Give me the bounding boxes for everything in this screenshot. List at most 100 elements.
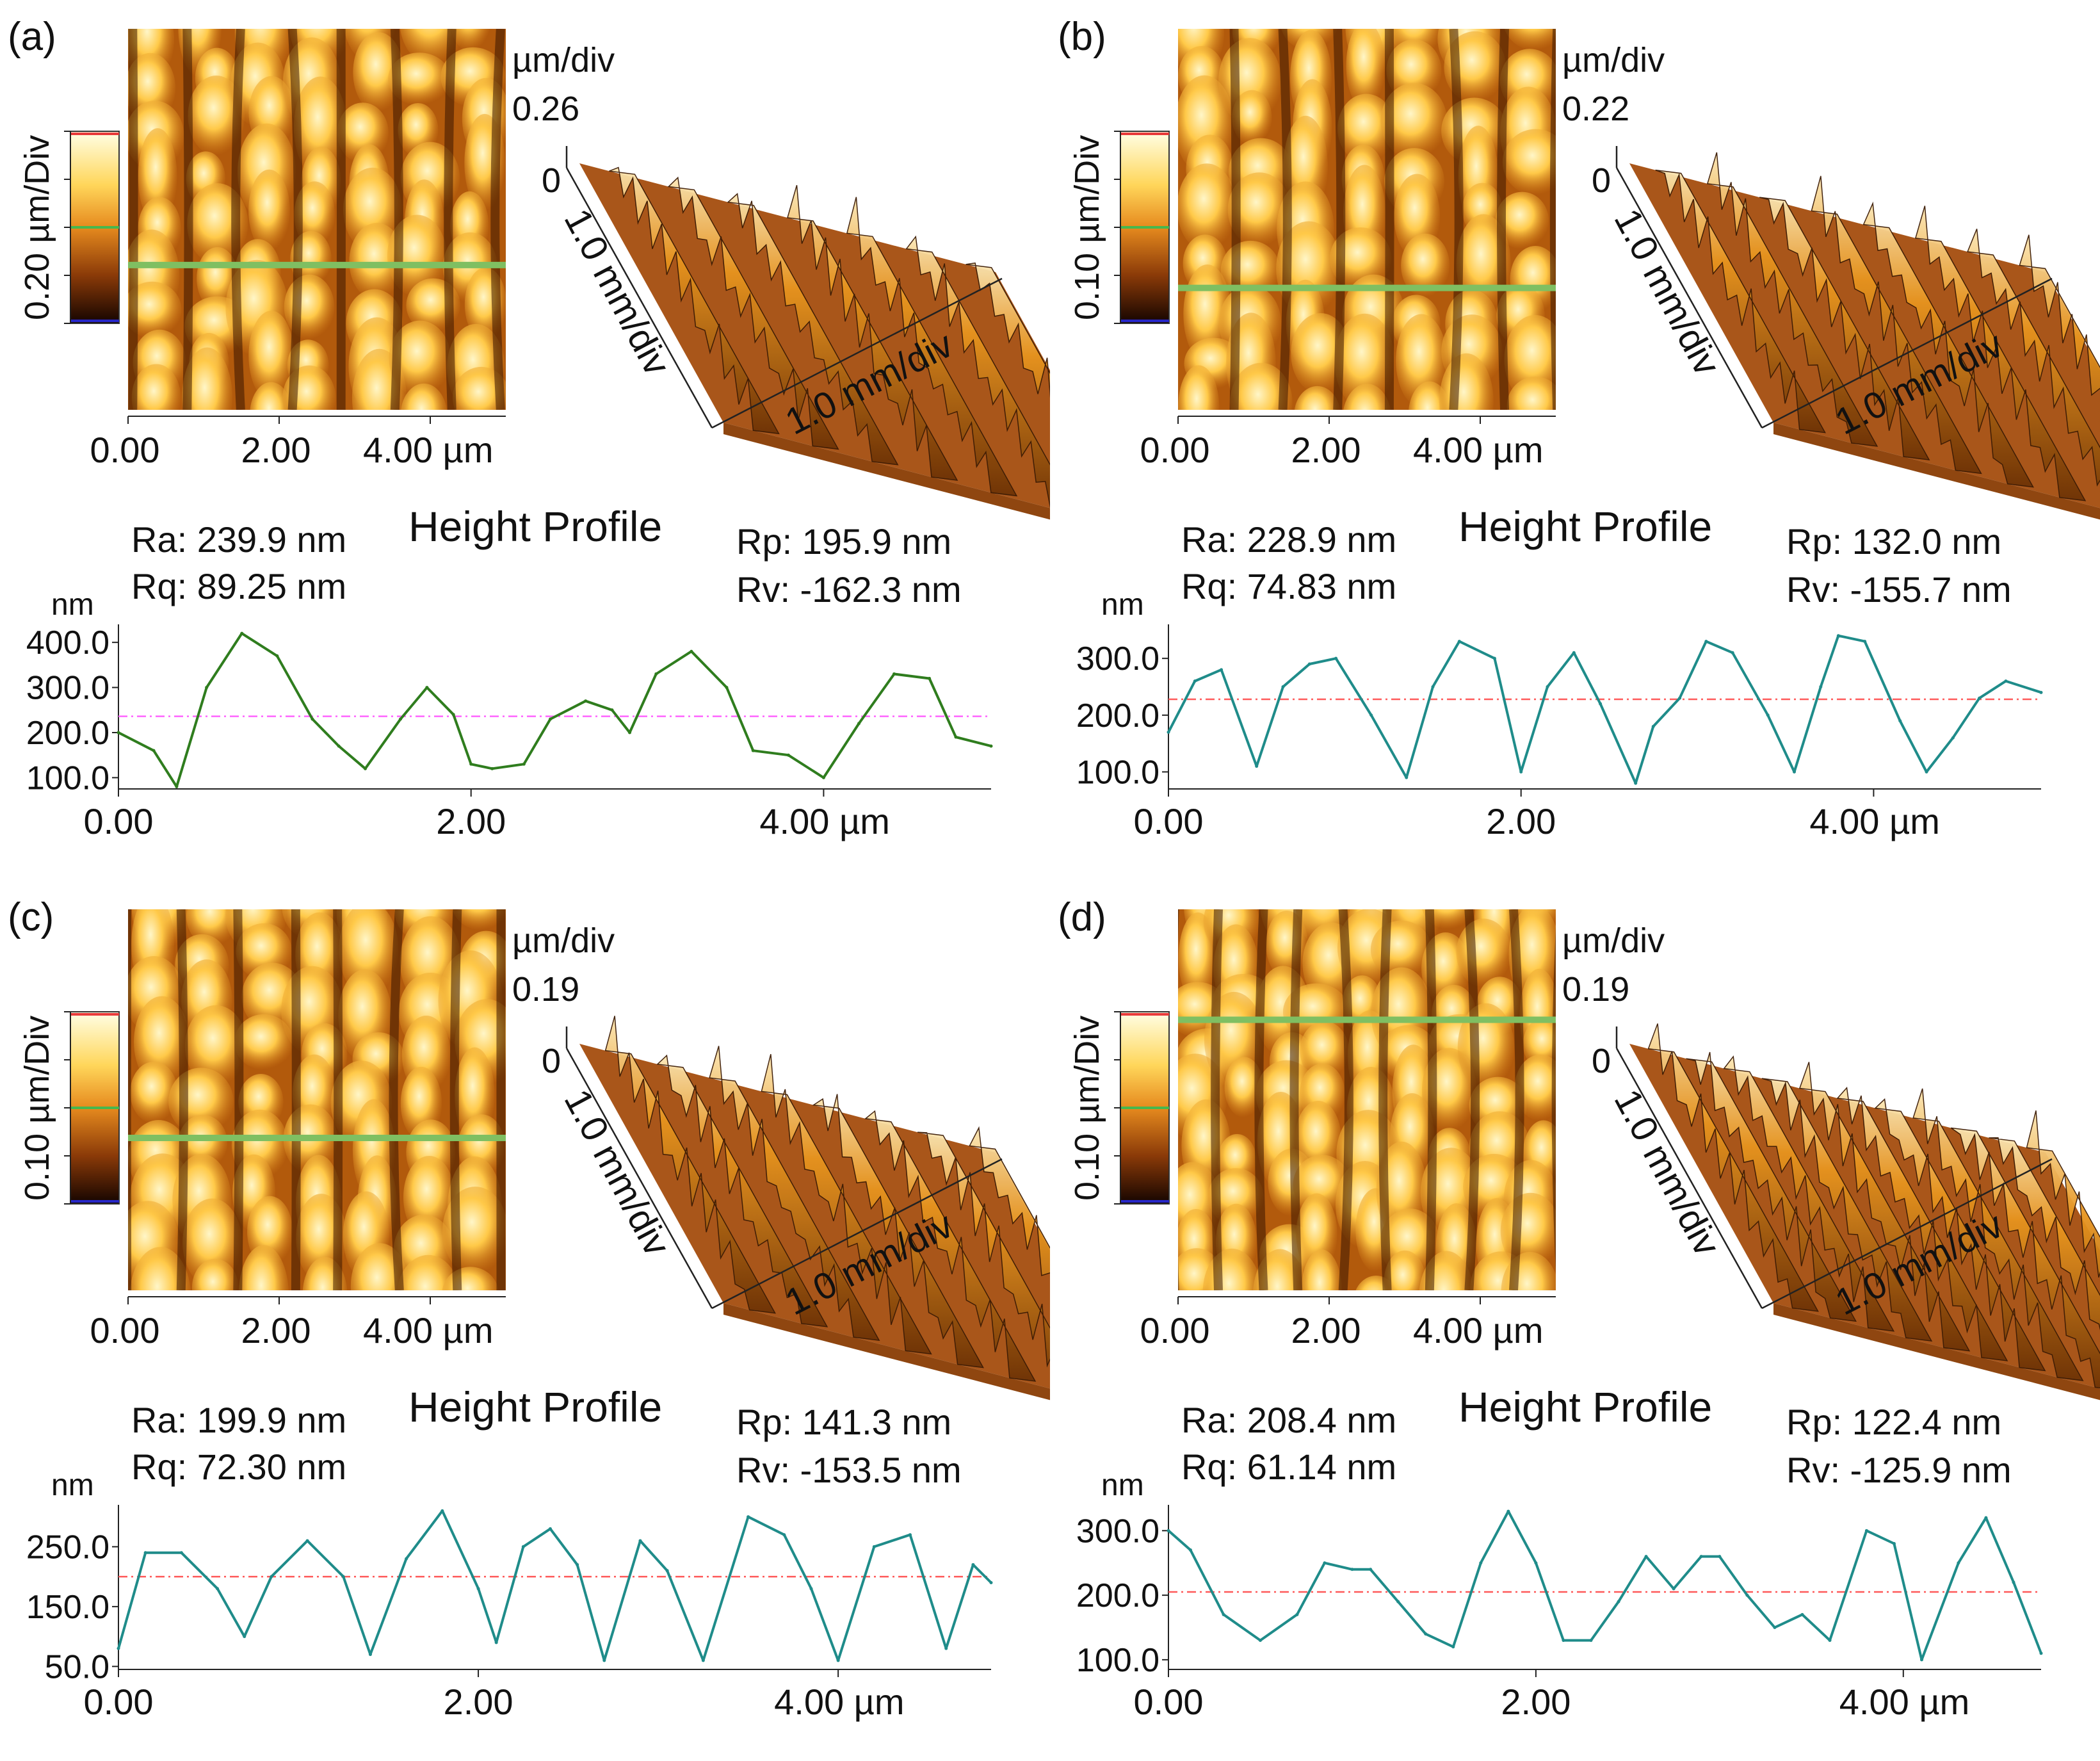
stat-rq: Rq: 61.14 nm (1181, 1447, 1396, 1487)
stat-rp: Rp: 141.3 nm (736, 1402, 951, 1442)
map-grain (238, 1245, 289, 1290)
profile-data-point (584, 699, 588, 703)
profile-data-point (1323, 1561, 1327, 1565)
surface-z-max: 0.19 (512, 970, 579, 1009)
profile-data-point (548, 1527, 552, 1530)
profile-data-point (1704, 640, 1708, 644)
profile-data-point (311, 717, 314, 721)
profile-data-point (1672, 1587, 1676, 1591)
profile-data-point (971, 1562, 975, 1566)
panel-label: (a) (8, 15, 56, 59)
stat-rv: Rv: -125.9 nm (1786, 1450, 2012, 1490)
profile-data-point (275, 654, 279, 658)
map-groove (490, 29, 505, 410)
map-x-tick-label: 0.00 (1140, 1310, 1210, 1351)
profile-data-point (175, 784, 179, 788)
surface-z-min: 0 (542, 161, 561, 200)
profile-x-tick-label: 4.00 µm (1839, 1682, 1969, 1722)
height-profile-chart: nm 250.0 150.0 50.00.00 2.00 4.00 µm (26, 1468, 993, 1722)
surface-z-unit: µm/div (1562, 41, 1665, 79)
map-groove (1509, 909, 1524, 1290)
profile-data-point (469, 762, 473, 766)
profile-data-point (821, 775, 825, 779)
profile-x-tick-label: 2.00 (1501, 1682, 1571, 1722)
profile-data-point (1978, 696, 1982, 700)
surface-ridge (667, 176, 839, 450)
map-groove (389, 909, 404, 1290)
profile-y-tick-label: 250.0 (26, 1529, 109, 1566)
profile-x-tick-label: 0.00 (1134, 1682, 1204, 1722)
scale-label: 0.10 µm/Div (1068, 1016, 1106, 1201)
profile-data-point (270, 1575, 273, 1578)
profile-data-point (602, 1659, 606, 1662)
profile-data-point (1800, 1612, 1804, 1616)
profile-title: Height Profile (408, 503, 662, 550)
profile-data-point (1431, 685, 1435, 688)
profile-data-point (399, 717, 403, 721)
map-groove (444, 29, 456, 410)
surface-ridge (965, 262, 1050, 398)
map-grain (1208, 1168, 1264, 1226)
map-grains (1178, 29, 1556, 410)
map-grain (1495, 191, 1549, 249)
panel-c: (c) 0.10 µm/Div 0.00 2.00 4.00 µm µm/div 0.19 0… (0, 880, 1050, 1761)
map-grain (401, 383, 447, 410)
profile-data-point (1984, 1516, 1988, 1520)
panel-svg: (d) 0.10 µm/Div 0.00 2.00 4.00 µm µm/div 0.19 0… (1058, 895, 2100, 1722)
profile-data-point (1562, 1639, 1565, 1643)
profile-x-tick-label: 2.00 (436, 801, 506, 841)
profile-data-point (1492, 656, 1496, 660)
profile-data-point (1819, 685, 1823, 688)
stat-rv: Rv: -153.5 nm (736, 1450, 962, 1490)
profile-y-tick-label: 300.0 (26, 670, 109, 707)
map-grain (191, 1258, 239, 1290)
profile-data-point (1892, 1541, 1896, 1545)
profile-data-point (476, 1587, 480, 1591)
profile-data-point (665, 1569, 669, 1573)
map-grain (1227, 172, 1291, 247)
map-groove (231, 29, 245, 410)
map-grain (1514, 1054, 1556, 1121)
map-grain (1346, 29, 1385, 110)
profile-y-tick-label: 100.0 (1076, 1642, 1159, 1679)
height-map (1178, 29, 1556, 410)
profile-y-tick-label: 50.0 (45, 1648, 109, 1685)
profile-data-point (216, 1587, 220, 1591)
profile-data-point (1828, 1639, 1832, 1643)
map-groove (1211, 909, 1223, 1290)
surface-ridge (1706, 152, 1878, 447)
map-grain (1301, 1249, 1342, 1290)
profile-data-point (1644, 1555, 1648, 1559)
profile-data-point (909, 1533, 912, 1537)
surface-ridge (761, 1054, 932, 1355)
profile-data-point (751, 749, 755, 752)
map-x-tick-label: 0.00 (1140, 430, 1210, 470)
profile-data-point (1572, 651, 1576, 654)
profile-data-point (628, 731, 632, 734)
profile-data-point (701, 1659, 705, 1662)
profile-data-point (152, 749, 156, 752)
map-grain (452, 909, 506, 930)
surface-ridge (846, 197, 1018, 497)
surface-x-axis (711, 277, 1003, 429)
surface-ridge (1862, 201, 2035, 488)
stat-ra: Ra: 239.9 nm (131, 519, 346, 560)
map-x-tick-label: 4.00 µm (363, 430, 493, 470)
height-map (128, 909, 506, 1290)
profile-data-point (989, 744, 993, 748)
map-x-tick-label: 2.00 (241, 430, 311, 470)
profile-data-point (989, 1580, 993, 1584)
profile-y-unit: nm (51, 588, 94, 622)
profile-y-tick-label: 300.0 (1076, 1513, 1159, 1550)
stat-rq: Rq: 74.83 nm (1181, 566, 1396, 606)
profile-data-point (1255, 765, 1259, 768)
map-grain (250, 382, 292, 410)
surface-z-unit: µm/div (512, 921, 615, 960)
profile-data-point (1864, 1529, 1868, 1532)
map-grain (1178, 163, 1237, 252)
profile-data-point (1424, 1632, 1428, 1636)
profile-data-point (179, 1551, 183, 1555)
afm-colour-scale-icon (1114, 1011, 1170, 1205)
surface-ridge (864, 1110, 1037, 1382)
profile-data-point (1258, 1639, 1262, 1643)
